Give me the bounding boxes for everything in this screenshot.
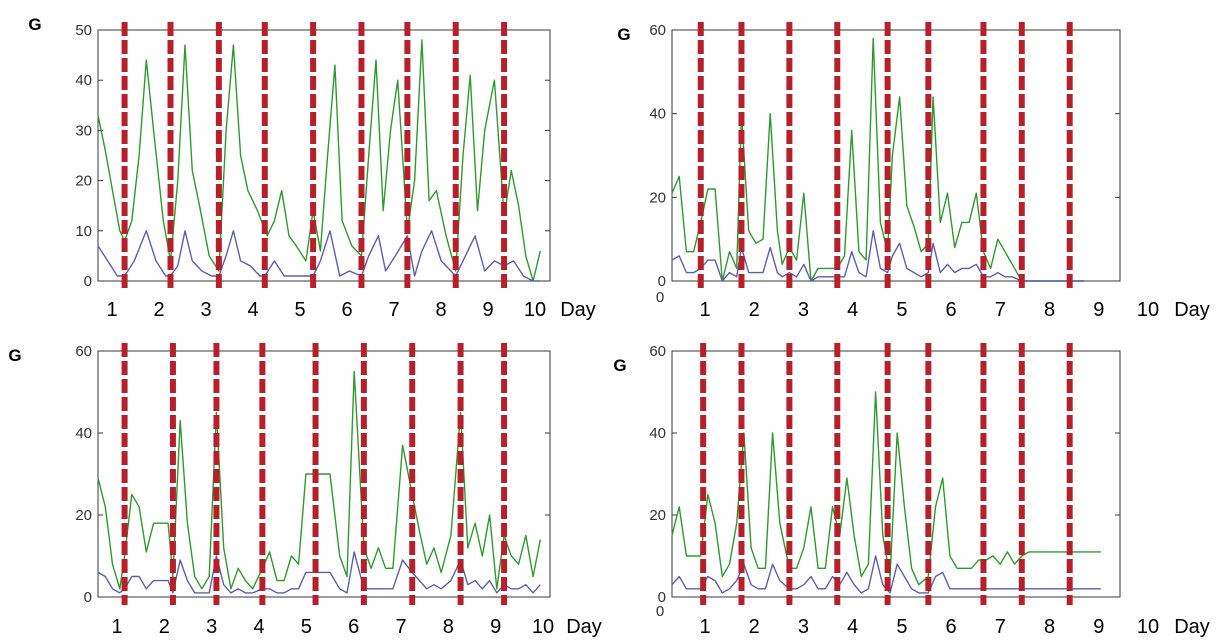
x-tick-label: 1 <box>111 616 122 638</box>
series-line-2 <box>97 551 541 594</box>
x-tick-label: 3 <box>200 299 211 321</box>
y-tick-label: 20 <box>75 173 92 190</box>
x-tick-label: 10 <box>524 299 546 321</box>
x-tick-label: 3 <box>206 616 217 638</box>
y-tick-label: 40 <box>649 106 666 123</box>
x-tick-label: 7 <box>995 299 1006 321</box>
y-tick-label: 50 <box>75 22 92 39</box>
x-tick-label: 2 <box>153 299 164 321</box>
y-tick-label: 60 <box>649 22 666 39</box>
x-tick-label: 3 <box>798 299 809 321</box>
y-tick-label: 60 <box>649 343 666 360</box>
y-axis-label: G <box>613 356 626 375</box>
chart-panel-1: 0 10 20 30 40 50 1 2 3 4 5 6 7 8 9 10 Day G <box>28 15 595 321</box>
y-tick-label: 0 <box>84 589 92 606</box>
x-tick-label: 7 <box>388 299 399 321</box>
x-axis-label: Day <box>1174 616 1210 638</box>
x-tick-label: 7 <box>995 616 1006 638</box>
y-tick-label: 0 <box>84 273 92 290</box>
x-tick-label: 3 <box>798 616 809 638</box>
chart-panel-3: 0 20 40 60 1 2 3 4 5 6 7 8 9 10 Day G <box>8 343 602 638</box>
series-line-1 <box>671 391 1101 586</box>
x-tick-label: 6 <box>946 299 957 321</box>
chart-panel-4: 0 20 40 60 1 2 3 4 5 6 7 8 9 10 Day 0 G <box>613 343 1210 638</box>
x-tick-label: 1 <box>699 616 710 638</box>
x-tick-label: 6 <box>348 616 359 638</box>
x-tick-label: 10 <box>1137 616 1159 638</box>
x-tick-label: 8 <box>1044 616 1055 638</box>
y-axis-label: G <box>28 15 41 34</box>
chart-panel-2: 0 20 40 60 1 2 3 4 5 6 7 8 9 10 Day 0 G <box>617 22 1210 321</box>
x-tick-label: 4 <box>847 616 858 638</box>
x-tick-label: 5 <box>896 299 907 321</box>
x-tick-label: 9 <box>1093 299 1104 321</box>
x-axis-label: Day <box>560 299 596 321</box>
y-tick-label: 10 <box>75 223 92 240</box>
x-tick-label: 1 <box>106 299 117 321</box>
y-tick-label: 40 <box>75 425 92 442</box>
x-tick-label: 9 <box>1093 616 1104 638</box>
x-axis-label: Day <box>1174 299 1210 321</box>
y-tick-label: 0 <box>658 273 666 290</box>
series-line-1 <box>97 370 541 590</box>
x-tick-label: 5 <box>896 616 907 638</box>
x-tick-label: 4 <box>247 299 258 321</box>
y-axis-label: G <box>8 346 21 365</box>
x-tick-label: 9 <box>490 616 501 638</box>
x-tick-label: 2 <box>749 299 760 321</box>
x-tick-label: 10 <box>1137 299 1159 321</box>
x-tick-label: 2 <box>749 616 760 638</box>
plot-area <box>671 29 1121 282</box>
x-tick-label: 8 <box>1044 299 1055 321</box>
x-tick-label: 5 <box>301 616 312 638</box>
series-line-2 <box>671 230 1085 282</box>
y-tick-label: 40 <box>75 72 92 89</box>
x-tick-label: 9 <box>482 299 493 321</box>
x-axis-label: Day <box>566 616 602 638</box>
x-tick-label: 4 <box>253 616 264 638</box>
x-tick-label: 8 <box>443 616 454 638</box>
y-tick-label: 40 <box>649 425 666 442</box>
x-tick-label: 8 <box>435 299 446 321</box>
y-tick-label: 60 <box>75 343 92 360</box>
y-tick-label: 30 <box>75 122 92 139</box>
y-tick-label: 0 <box>658 589 666 606</box>
x-tick-label: 10 <box>532 616 554 638</box>
y-tick-label: 20 <box>75 507 92 524</box>
x-tick-label: 6 <box>341 299 352 321</box>
y-tick-label: 20 <box>649 507 666 524</box>
x-tick-label: 7 <box>395 616 406 638</box>
x-origin-label: 0 <box>656 603 664 620</box>
x-origin-label: 0 <box>656 289 664 306</box>
y-tick-label: 20 <box>649 189 666 206</box>
x-tick-label: 4 <box>847 299 858 321</box>
x-tick-label: 5 <box>294 299 305 321</box>
y-axis-label: G <box>617 25 630 44</box>
x-tick-label: 6 <box>946 616 957 638</box>
x-tick-label: 2 <box>159 616 170 638</box>
series-line-1 <box>97 39 541 282</box>
x-tick-label: 1 <box>699 299 710 321</box>
